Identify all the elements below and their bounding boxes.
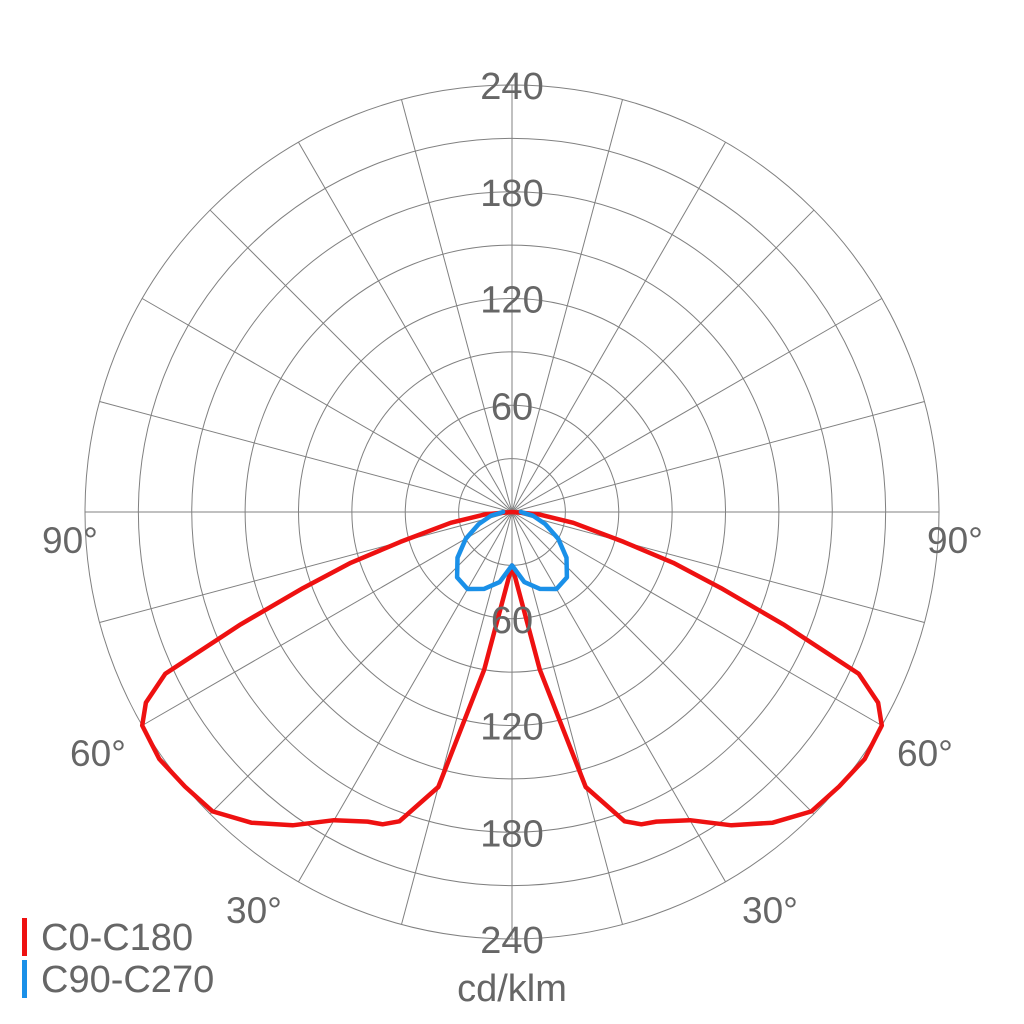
unit-label: cd/klm <box>457 968 567 1010</box>
angle-label-60-l: 60° <box>70 733 126 774</box>
angle-labels: 90° 90° 60° 60° 30° 30° <box>42 520 983 931</box>
grid-spoke-315 <box>209 511 513 815</box>
legend-label-c90-c270: C90-C270 <box>41 959 215 1001</box>
radial-tick-label-240: 240 <box>480 66 543 108</box>
grid-spoke-240 <box>141 298 513 513</box>
radial-tick-label-120: 120 <box>480 280 543 322</box>
angle-label-30-l: 30° <box>226 890 282 931</box>
grid-spoke-225 <box>209 209 513 513</box>
grid-spoke-300 <box>141 511 513 726</box>
legend-item-c90-c270: C90-C270 <box>22 960 214 1000</box>
grid-spoke-285 <box>99 511 513 623</box>
angle-label-30-r: 30° <box>742 890 798 931</box>
angle-label-90-r: 90° <box>927 520 983 561</box>
radial-tick-labels: 60 60 120 120 180 180 240 240 <box>480 66 543 962</box>
legend-label-c0-c180: C0-C180 <box>41 917 194 959</box>
grid-spoke-120 <box>511 298 883 513</box>
radial-tick-label-60: 60 <box>491 600 533 642</box>
radial-tick-label-120: 120 <box>480 707 543 749</box>
radial-tick-label-240: 240 <box>480 920 543 962</box>
legend-swatch-red <box>22 918 27 956</box>
grid-spoke-345 <box>401 511 513 925</box>
grid-spoke-150 <box>511 141 726 513</box>
grid-spoke-30 <box>511 511 726 883</box>
grid-spoke-15 <box>511 511 623 925</box>
grid-spoke-45 <box>511 511 815 815</box>
grid-spoke-135 <box>511 209 815 513</box>
radial-tick-label-180: 180 <box>480 173 543 215</box>
series-curve-c90-c270 <box>454 509 570 592</box>
angle-label-60-r: 60° <box>897 733 953 774</box>
grid-spoke-75 <box>511 511 925 623</box>
legend-swatch-blue <box>22 960 27 998</box>
radial-tick-label-180: 180 <box>480 813 543 855</box>
grid-spoke-255 <box>99 401 513 513</box>
angle-label-90-l: 90° <box>42 520 98 561</box>
grid-spoke-195 <box>401 99 513 513</box>
legend-item-c0-c180: C0-C180 <box>22 918 193 958</box>
radial-tick-label-60: 60 <box>491 386 533 428</box>
grid-spoke-105 <box>511 401 925 513</box>
grid-spoke-210 <box>298 141 513 513</box>
grid-spoke-165 <box>511 99 623 513</box>
grid-spoke-60 <box>511 511 883 726</box>
curves <box>139 509 885 828</box>
